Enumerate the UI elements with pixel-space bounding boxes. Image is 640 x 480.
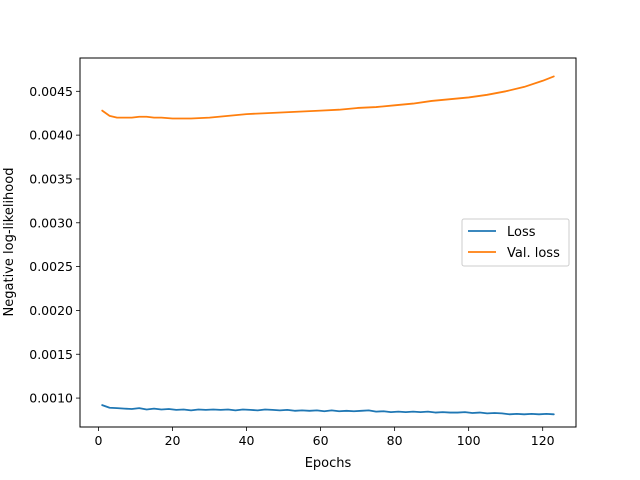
legend-label-val-loss: Val. loss [507,246,560,261]
y-tick-label: 0.0020 [29,303,73,318]
x-tick-label: 120 [531,433,555,448]
y-tick-label: 0.0010 [29,391,73,406]
y-tick-label: 0.0025 [29,259,73,274]
y-tick-label: 0.0040 [29,128,73,143]
y-tick-label: 0.0015 [29,347,73,362]
plot-lines [101,75,555,416]
x-axis-label: Epochs [305,456,352,471]
x-tick-label: 80 [387,433,403,448]
y-axis: 0.0010 0.0015 0.0020 0.0025 0.0030 0.0035 0.00… [29,84,80,406]
x-axis: 0 20 40 60 80 100 120 [95,427,555,448]
x-tick-label: 60 [313,433,329,448]
y-tick-label: 0.0045 [29,84,73,99]
x-tick-label: 0 [95,433,103,448]
y-tick-label: 0.0035 [29,171,73,186]
x-tick-label: 40 [239,433,255,448]
x-tick-label: 20 [165,433,181,448]
x-tick-label: 100 [457,433,481,448]
series-line-loss [101,404,555,416]
y-axis-label: Negative log-likelihood [2,168,17,317]
y-tick-label: 0.0030 [29,215,73,230]
series-line-val-loss [101,75,555,120]
legend: Loss Val. loss [461,218,570,267]
plot-frame [79,57,577,428]
legend-label-loss: Loss [507,225,536,240]
